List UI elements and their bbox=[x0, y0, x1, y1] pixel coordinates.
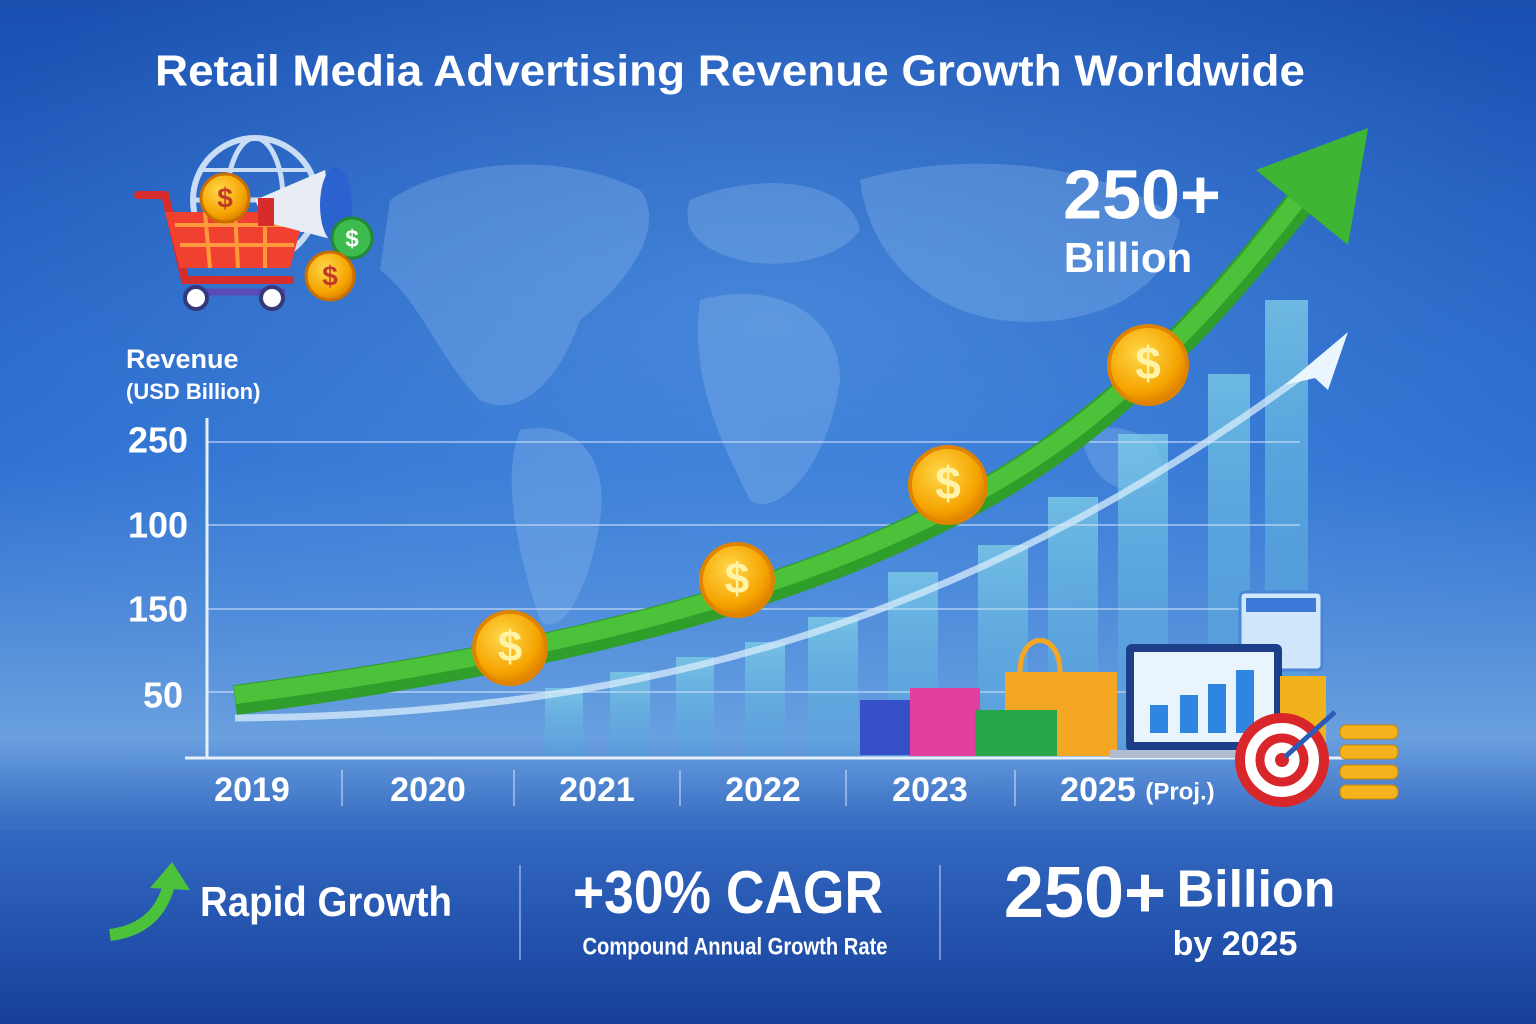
footer-total-value: 250+ bbox=[1004, 853, 1166, 933]
shopping-illustration-part bbox=[860, 700, 915, 755]
retail-icon-part bbox=[199, 172, 251, 224]
retail-icon-part bbox=[183, 285, 209, 311]
footer-cagr: +30% CAGR bbox=[573, 859, 883, 926]
shopping-illustration-part bbox=[1255, 733, 1309, 787]
shopping-illustration-part bbox=[1246, 598, 1316, 612]
x-label: 2019 bbox=[214, 771, 290, 809]
y-label: 150 bbox=[128, 589, 188, 630]
world-map-part bbox=[687, 183, 860, 264]
retail-icon-part bbox=[330, 216, 374, 260]
footer-total-caption: by 2025 bbox=[1173, 925, 1298, 963]
coin-markers-part bbox=[699, 542, 775, 618]
shopping-illustration-part bbox=[1339, 724, 1399, 740]
world-map-part bbox=[380, 164, 650, 406]
x-label: 2020 bbox=[390, 771, 466, 809]
trend-arrowhead bbox=[1256, 128, 1368, 245]
coin-markers-part bbox=[1107, 324, 1189, 406]
retail-icon: $ $ $ bbox=[134, 135, 374, 311]
coin-symbol: $ bbox=[345, 225, 359, 252]
x-separators bbox=[341, 770, 1016, 806]
shopping-illustration-part bbox=[1180, 695, 1198, 733]
coin-markers-part bbox=[472, 610, 548, 686]
world-map bbox=[380, 163, 1180, 625]
coin-markers bbox=[472, 324, 1189, 686]
shopping-illustration-part bbox=[1208, 684, 1226, 733]
shopping-illustration-part bbox=[1236, 670, 1254, 733]
shopping-illustration-part bbox=[1150, 705, 1168, 733]
footer-cagr-caption: Compound Annual Growth Rate bbox=[583, 933, 888, 960]
retail-icon-part bbox=[258, 198, 274, 226]
retail-icon-part bbox=[175, 211, 298, 269]
callout-value: 250+ bbox=[1063, 155, 1221, 233]
footer-growth: Rapid Growth bbox=[200, 878, 452, 925]
background-bars-part bbox=[808, 617, 858, 758]
coin-markers-part bbox=[908, 445, 988, 525]
y-label: 100 bbox=[128, 505, 188, 546]
shopping-illustration bbox=[860, 590, 1399, 807]
coin-symbol: $ bbox=[725, 555, 749, 604]
shopping-illustration-part bbox=[1339, 784, 1399, 800]
shopping-illustration-part bbox=[910, 688, 980, 756]
retail-icon-part bbox=[259, 285, 285, 311]
retail-icon-part bbox=[304, 250, 356, 302]
background-bars-part bbox=[745, 642, 785, 758]
title: Retail Media Advertising Revenue Growth … bbox=[155, 47, 1305, 96]
footer-total-unit: Billion bbox=[1177, 861, 1336, 919]
shopping-illustration-part bbox=[1339, 764, 1399, 780]
x-label: 2023 bbox=[892, 771, 968, 809]
world-map-part bbox=[698, 293, 840, 504]
background-bars-part bbox=[545, 688, 583, 758]
coin-symbol: $ bbox=[322, 260, 338, 291]
x-label: 2021 bbox=[559, 771, 635, 809]
shopping-illustration-part bbox=[1283, 710, 1337, 759]
y-label: 50 bbox=[143, 675, 183, 716]
trend-arrow-secondary bbox=[234, 352, 1333, 722]
growth-icon-head bbox=[150, 862, 190, 890]
shopping-illustration-part bbox=[1110, 750, 1300, 758]
x-label: 2022 bbox=[725, 771, 801, 809]
callout-unit: Billion bbox=[1064, 234, 1192, 281]
footer-band bbox=[0, 830, 1536, 1024]
coin-symbol: $ bbox=[217, 182, 233, 213]
shopping-illustration-part bbox=[1017, 638, 1063, 673]
coin-symbol: $ bbox=[498, 623, 522, 672]
trend-arrowhead-secondary bbox=[1285, 332, 1348, 390]
shopping-illustration-part bbox=[975, 710, 1057, 756]
world-map-part bbox=[860, 163, 1180, 322]
shopping-illustration-part bbox=[1339, 744, 1399, 760]
x-label-note: (Proj.) bbox=[1145, 778, 1214, 805]
coin-symbol: $ bbox=[1135, 337, 1161, 389]
y-label: 250 bbox=[128, 420, 188, 461]
axis-title: Revenue bbox=[126, 344, 239, 374]
retail-icon-part bbox=[255, 170, 335, 240]
axis-subtitle: (USD Billion) bbox=[126, 379, 260, 404]
world-map-part bbox=[511, 428, 602, 625]
x-label: 2025 bbox=[1060, 771, 1136, 809]
background-bars-part bbox=[676, 657, 714, 758]
coin-symbol: $ bbox=[935, 457, 961, 509]
